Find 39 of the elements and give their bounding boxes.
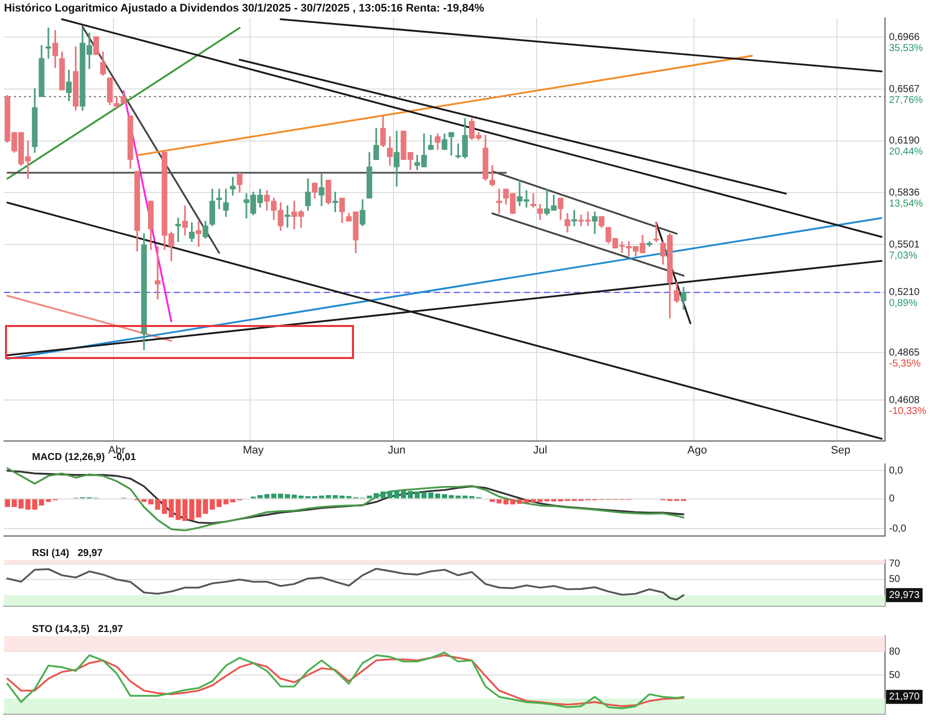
chart-title: Histórico Logaritmico Ajustado a Dividendos 30/1/2025 - 30/7/2025 , 13:05:16 Renta: -19,84% [4,2,484,15]
y-tick-label: 0,6567 [889,84,920,95]
y-tick-label: 0,6966 [889,32,920,43]
y-tick-label: 0,4865 [889,347,920,358]
bar [442,494,448,498]
y-tick-label: 0,5836 [889,187,920,198]
chart-title: STO (14,3,5) 21,97 [32,624,124,635]
x-tick-label: May [242,444,264,456]
x-tick-label: Jul [533,444,548,456]
y-tick-label: 0,5210 [889,287,920,298]
text: 27,76% [889,94,924,106]
y-tick-label: 0,5501 [889,239,920,250]
y-tick-label: 80 [889,646,901,658]
text: -10,33% [889,406,926,417]
bar [162,499,168,514]
y-tick-label: -0,0 [889,523,907,534]
text: 7,03% [889,250,918,262]
x-tick-label: Jun [388,444,406,456]
bar [421,492,427,498]
y-tick-label: 0,0 [889,465,904,476]
annotation: 29,973 [889,590,920,601]
text: 20,44% [889,146,924,158]
y-tick-label: 50 [889,670,901,681]
text: -5,35% [889,358,921,370]
y-tick-label: 0 [889,494,895,505]
annotation: 21,970 [889,692,920,703]
y-tick-label: 50 [889,574,901,586]
y-tick-label: 0,6190 [889,136,920,147]
text: 0,89% [889,298,918,310]
y-tick-label: 0,4608 [889,394,920,406]
bar [462,496,468,498]
chart-title: RSI (14) 29,97 [32,548,104,559]
x-tick-label: Sep [830,444,850,456]
bar [141,499,147,502]
y-tick-label: 70 [889,558,901,570]
candlestick [93,36,100,55]
text: 13,54% [889,198,924,210]
x-tick-label: Ago [687,444,707,456]
text: 35,53% [889,42,924,54]
